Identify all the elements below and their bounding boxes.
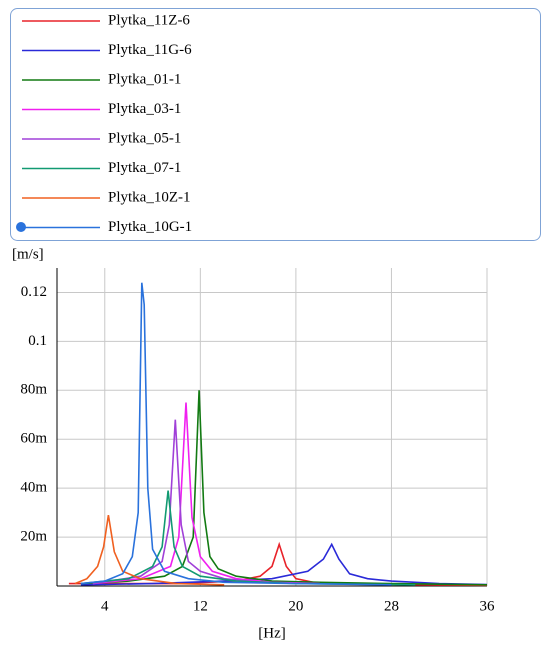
series-line [80, 542, 488, 586]
legend-selected-marker [16, 222, 26, 232]
series-line [92, 419, 261, 585]
y-axis-label: [m/s] [12, 246, 44, 262]
legend-label: Plytka_07-1 [108, 160, 181, 176]
legend-label: Plytka_01-1 [108, 71, 181, 87]
y-tick-label: 0.1 [28, 333, 47, 349]
legend-label: Plytka_05-1 [108, 130, 181, 146]
y-tick-label: 20m [20, 529, 47, 545]
y-tick-label: 60m [20, 431, 47, 447]
series-line [74, 514, 225, 586]
x-tick-label: 12 [193, 598, 208, 614]
legend-label: Plytka_11Z-6 [108, 12, 190, 28]
x-axis-label: [Hz] [258, 625, 285, 641]
series-line [80, 390, 488, 586]
y-tick-label: 40m [20, 480, 47, 496]
legend-label: Plytka_10G-1 [108, 219, 192, 235]
y-tick-label: 80m [20, 382, 47, 398]
legend-label: Plytka_10Z-1 [108, 189, 191, 205]
legend-label: Plytka_03-1 [108, 101, 181, 117]
x-tick-label: 4 [101, 598, 109, 614]
x-tick-label: 28 [384, 598, 399, 614]
series-line [92, 402, 320, 585]
series-line [80, 490, 416, 586]
x-tick-label: 36 [480, 598, 496, 614]
legend-label: Plytka_11G-6 [108, 42, 192, 58]
series-line [80, 282, 392, 586]
x-tick-label: 20 [288, 598, 303, 614]
y-tick-label: 0.12 [21, 284, 47, 300]
legend-box [10, 8, 541, 241]
